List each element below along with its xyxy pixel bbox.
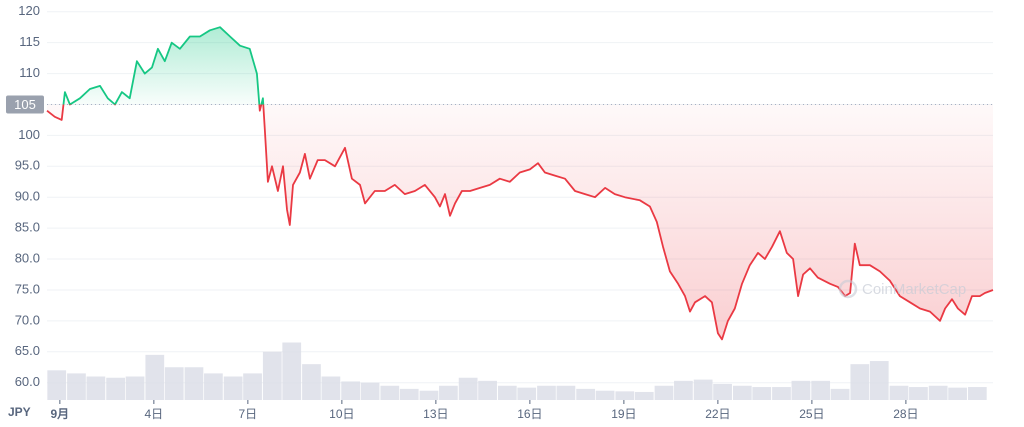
volume-bar [439, 385, 458, 400]
y-tick-label: 110 [19, 65, 40, 80]
volume-bar [967, 387, 987, 400]
volume-bar [732, 385, 752, 400]
x-tick-label: 25日 [799, 407, 824, 421]
volume-bar [204, 373, 223, 400]
volume-bar [615, 391, 635, 400]
x-tick-label: 7日 [239, 407, 258, 421]
volume-bar [634, 391, 654, 400]
volume-bar [184, 367, 204, 400]
price-area [47, 27, 993, 340]
x-tick-label: 10日 [329, 407, 354, 421]
volume-bar [243, 373, 262, 400]
volume-bar [282, 342, 302, 400]
y-tick-label: 80.0 [15, 250, 40, 265]
y-tick-label: 70.0 [15, 312, 40, 327]
volume-bar [360, 382, 380, 400]
volume-bar [889, 385, 909, 400]
volume-bar [811, 380, 831, 400]
y-tick-label: 85.0 [15, 220, 40, 235]
volume-bar [399, 388, 419, 400]
volume-bar [380, 385, 400, 400]
volume-bar [537, 385, 556, 400]
volume-bar [556, 385, 576, 400]
volume-bar [674, 380, 693, 400]
x-tick-label: 22日 [705, 407, 730, 421]
volume-bar [830, 388, 850, 400]
volume-bar [125, 376, 145, 400]
volume-bar [928, 385, 948, 400]
volume-bar [713, 383, 732, 400]
price-line [46, 26, 994, 341]
volume-bar [595, 390, 615, 400]
x-tick-label: 28日 [893, 407, 918, 421]
y-tick-label: 115 [19, 34, 40, 49]
x-tick-label: 13日 [423, 407, 448, 421]
volume-bar [164, 367, 184, 400]
volume-bar [262, 351, 282, 400]
volume-bar [223, 376, 243, 400]
x-tick-label: 16日 [517, 407, 542, 421]
y-tick-label: 90.0 [15, 189, 40, 204]
volume-bar [791, 380, 811, 400]
x-tick-label: 19日 [611, 407, 636, 421]
volume-bar [576, 388, 596, 400]
volume-bar [869, 361, 889, 400]
volume-bar [86, 376, 106, 400]
volume-bar [497, 385, 517, 400]
volume-bar [517, 387, 537, 400]
volume-bar [478, 380, 497, 400]
y-tick-label: 100 [18, 127, 40, 142]
volume-bar [752, 387, 772, 400]
volume-bar [458, 377, 478, 400]
y-tick-label: 95.0 [15, 158, 40, 173]
y-tick-label: 65.0 [15, 343, 40, 358]
volume-bar [341, 381, 361, 400]
volume-bar [693, 379, 713, 400]
y-tick-label: 120 [18, 3, 40, 18]
volume-bar [948, 387, 967, 400]
volume-bar [321, 376, 341, 400]
baseline-label-box [6, 95, 44, 114]
y-tick-label: 105 [14, 97, 36, 112]
x-tick-label: 4日 [145, 407, 164, 421]
volume-bar [772, 387, 791, 400]
x-tick-label: 9月 [51, 407, 70, 421]
volume-bar [145, 354, 165, 400]
watermark-logo [838, 279, 858, 299]
volume-bar [67, 373, 86, 400]
volume-bar [106, 377, 125, 400]
volume-bar [47, 370, 67, 400]
y-tick-label: 60.0 [15, 374, 40, 389]
y-tick-label: 75.0 [15, 281, 40, 296]
currency-label: JPY [8, 405, 31, 419]
volume-bar [850, 364, 870, 400]
volume-bar [302, 364, 321, 400]
volume-bar [909, 387, 928, 400]
volume-bar [419, 390, 439, 400]
volume-bar [654, 385, 674, 400]
watermark: CoinMarketCap [862, 281, 966, 298]
